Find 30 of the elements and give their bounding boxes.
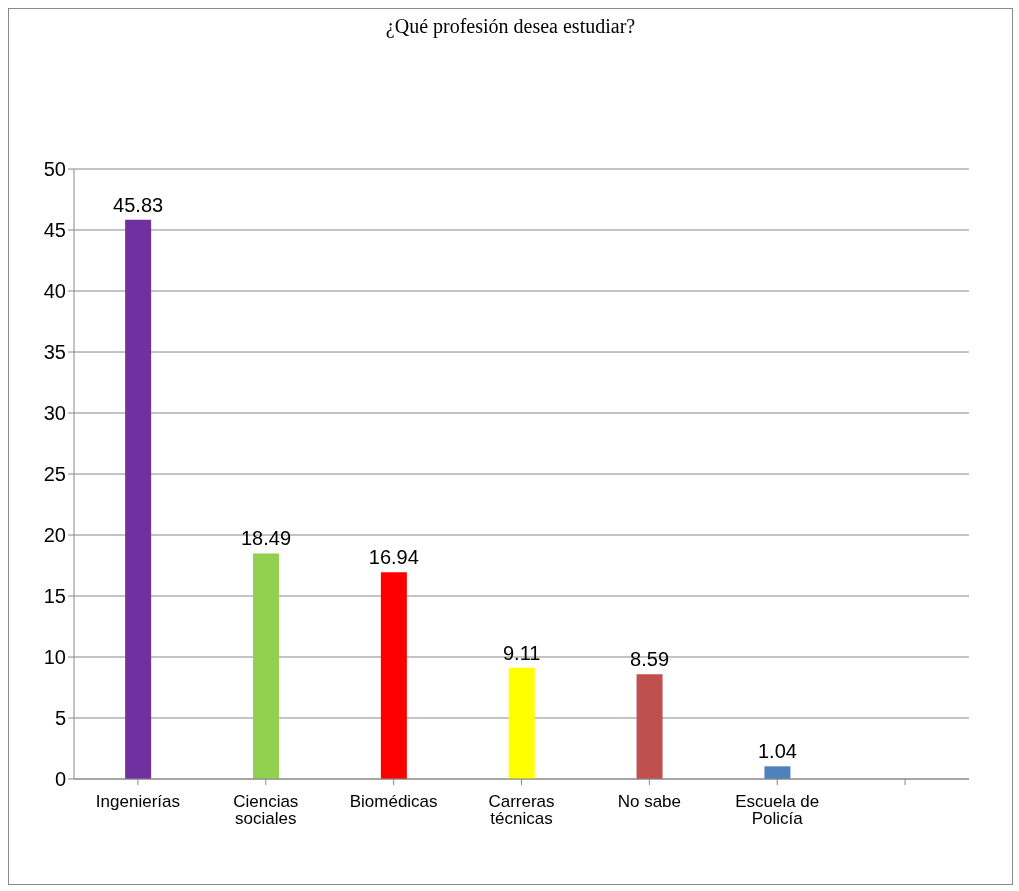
- y-tick-label: 15: [43, 585, 66, 608]
- bar: [636, 674, 663, 779]
- x-tick-label: Carreras técnicas: [488, 792, 555, 829]
- y-tick-label: 20: [43, 524, 66, 547]
- x-tick-label: Ciencias sociales: [233, 792, 299, 829]
- x-tick-label: Escuela de Policía: [735, 792, 820, 829]
- data-label: 45.83: [113, 193, 164, 216]
- data-label: 1.04: [757, 740, 797, 763]
- y-tick-label: 0: [54, 768, 66, 791]
- y-tick-label: 45: [43, 219, 66, 242]
- data-label: 18.49: [240, 527, 292, 550]
- x-tick-label: No sabe: [617, 792, 682, 812]
- x-tick-label: Ingenierías: [95, 792, 180, 812]
- y-tick-label: 35: [43, 341, 66, 364]
- data-label: 9.11: [502, 641, 541, 664]
- y-tick-label: 5: [54, 707, 66, 730]
- bar: [508, 667, 535, 779]
- y-tick-label: 10: [43, 646, 66, 669]
- data-label: 16.94: [368, 546, 419, 569]
- bar: [764, 766, 791, 779]
- chart-title: ¿Qué profesión desea estudiar?: [384, 15, 637, 38]
- y-tick-label: 25: [43, 463, 66, 486]
- x-tick-label: Biomédicas: [349, 792, 438, 812]
- y-tick-label: 30: [43, 402, 66, 425]
- y-tick-label: 50: [43, 158, 66, 181]
- y-tick-label: 40: [43, 280, 66, 303]
- bar: [125, 219, 152, 779]
- bar: [380, 572, 407, 779]
- bar: [253, 553, 279, 779]
- data-label: 8.59: [630, 648, 670, 671]
